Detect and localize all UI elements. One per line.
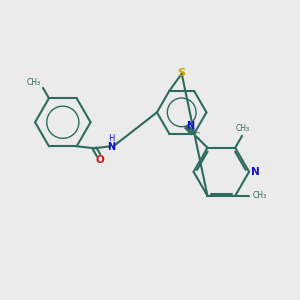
Text: N: N [250, 167, 260, 177]
Text: CH₃: CH₃ [253, 191, 267, 200]
Text: O: O [95, 155, 104, 165]
Text: S: S [178, 68, 186, 78]
Text: N: N [186, 121, 194, 131]
Text: C: C [194, 132, 200, 141]
Text: N: N [107, 142, 116, 152]
Text: H: H [108, 134, 115, 143]
Text: CH₃: CH₃ [27, 78, 41, 87]
Text: CH₃: CH₃ [236, 124, 250, 133]
